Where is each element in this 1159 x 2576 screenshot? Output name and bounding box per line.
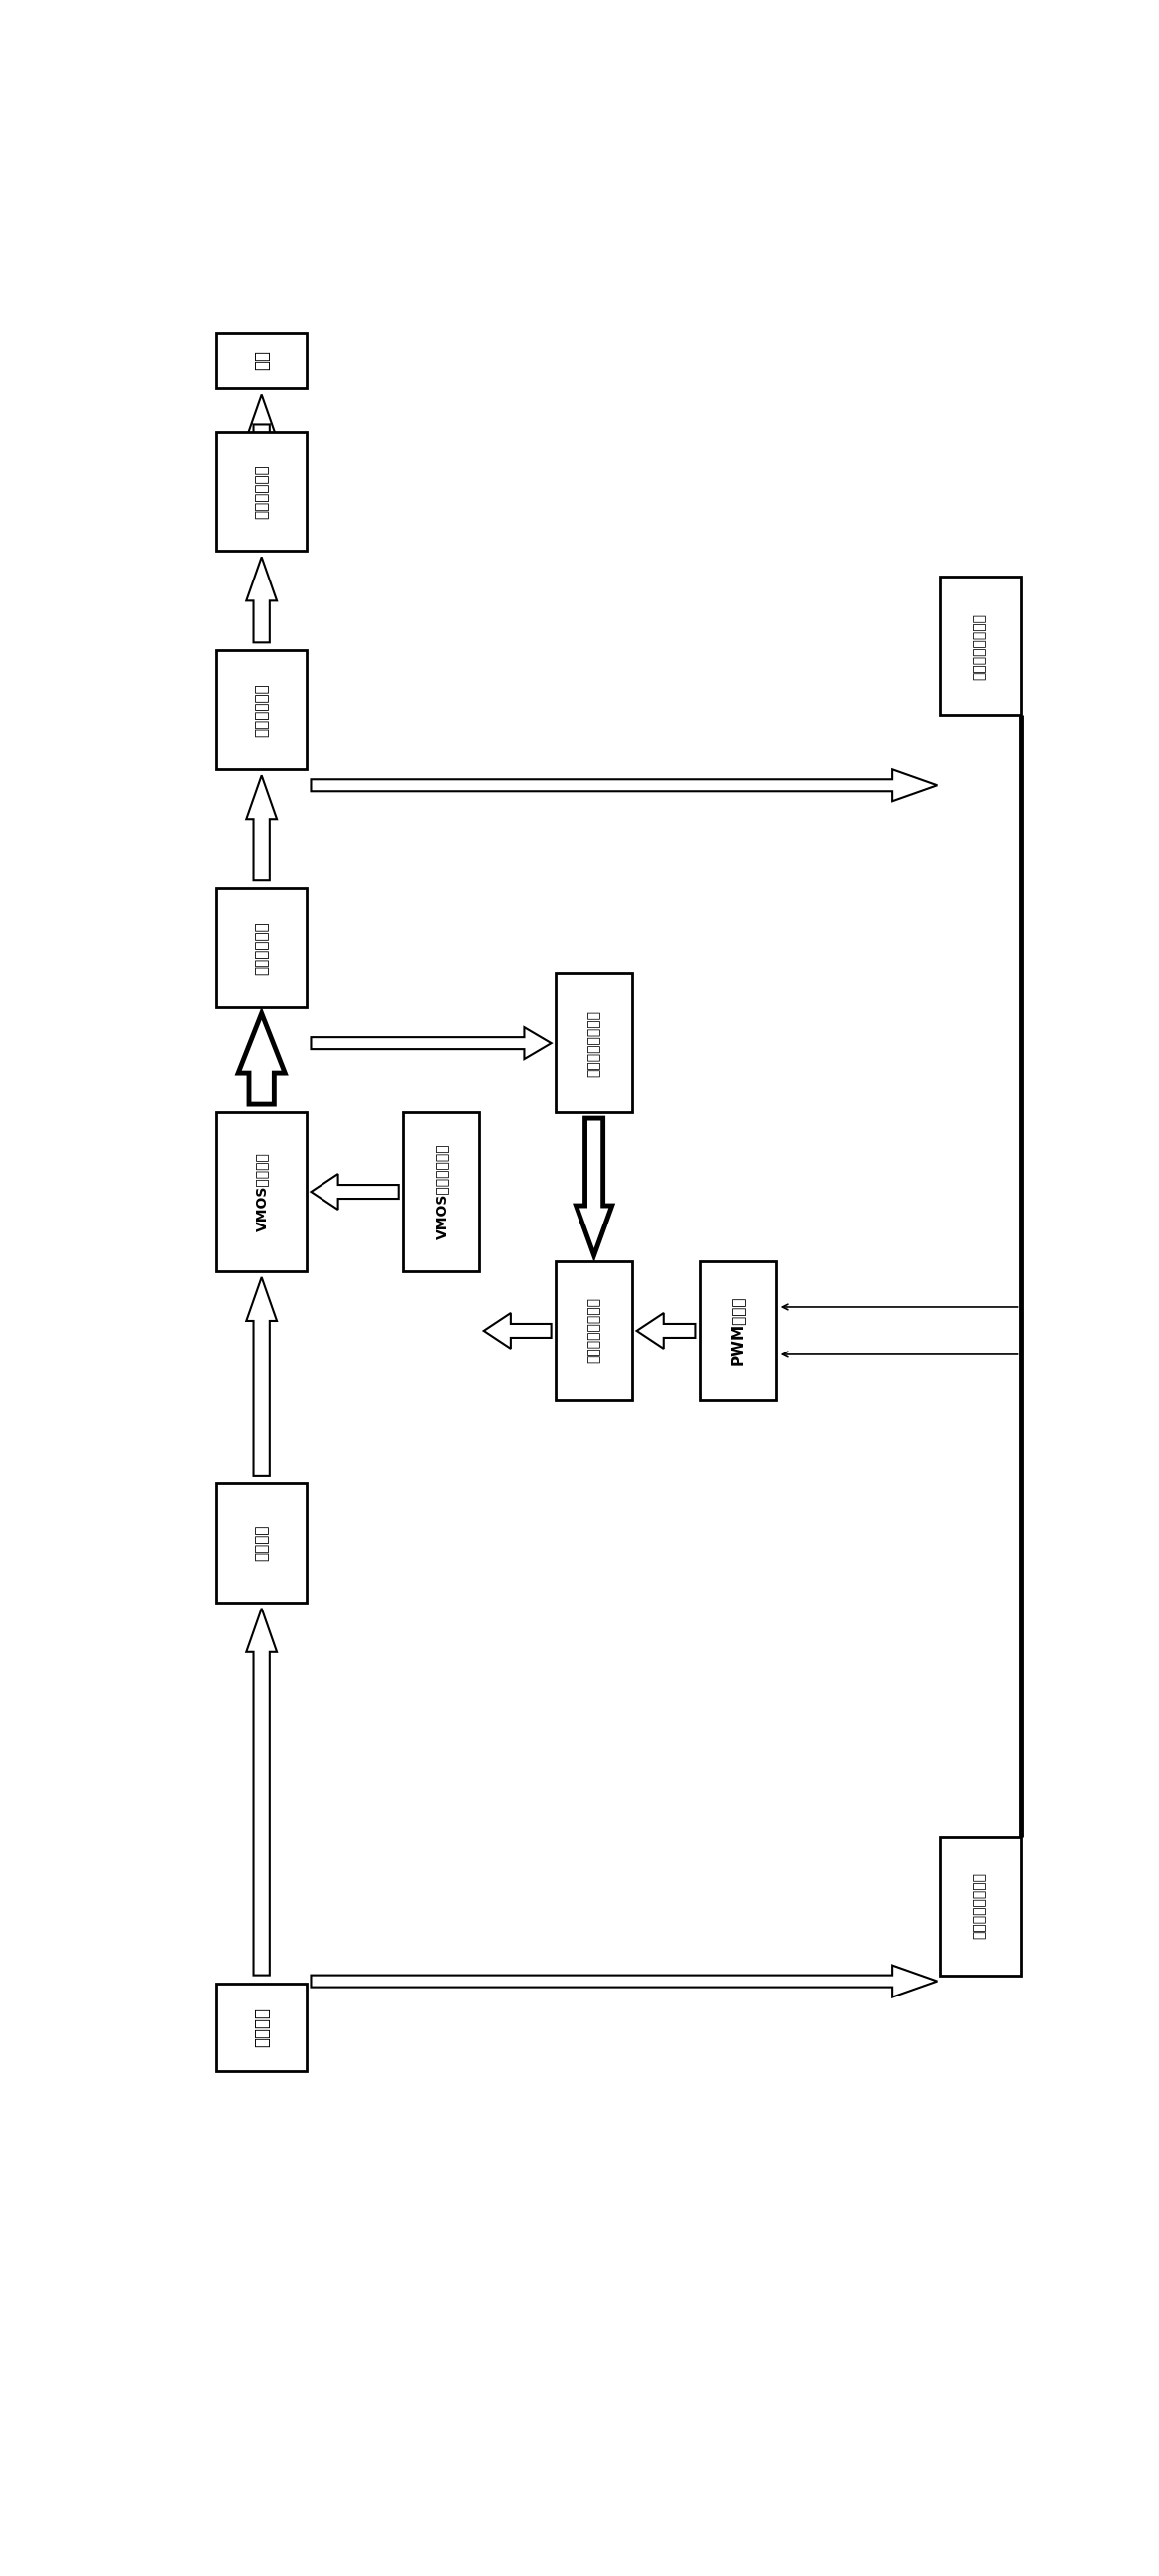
Bar [940, 1837, 1021, 1976]
Text: 反向保护电路: 反向保护电路 [254, 920, 269, 974]
Polygon shape [311, 1028, 552, 1059]
Bar [217, 1113, 306, 1270]
Bar [217, 1984, 306, 2071]
Text: 续流电路: 续流电路 [254, 1525, 269, 1561]
Polygon shape [247, 1278, 277, 1476]
Polygon shape [239, 1012, 285, 1105]
Bar [700, 1262, 775, 1401]
Text: VMOS开关驱动电路: VMOS开关驱动电路 [435, 1144, 449, 1239]
Polygon shape [311, 1175, 399, 1211]
Bar [217, 889, 306, 1007]
Text: 输出保护电路: 输出保护电路 [254, 464, 269, 518]
Polygon shape [311, 770, 938, 801]
Polygon shape [636, 1314, 695, 1347]
Bar [217, 1484, 306, 1602]
Bar [556, 974, 632, 1113]
Bar [217, 649, 306, 770]
Text: 续流电流采样电路: 续流电流采样电路 [974, 613, 987, 680]
Text: PWM控制器: PWM控制器 [730, 1296, 745, 1365]
Text: 储能滤波电路: 储能滤波电路 [254, 683, 269, 737]
Bar [940, 577, 1021, 716]
Text: 输入电源: 输入电源 [253, 2007, 270, 2048]
Text: VMOS开关电路: VMOS开关电路 [255, 1151, 269, 1231]
Polygon shape [247, 394, 277, 438]
Bar [217, 332, 306, 389]
Text: 输入电流采样电路: 输入电流采样电路 [974, 1873, 987, 1940]
Bar [217, 433, 306, 551]
Polygon shape [247, 556, 277, 641]
Bar [556, 1262, 632, 1401]
Polygon shape [247, 1607, 277, 1976]
Polygon shape [247, 775, 277, 881]
Polygon shape [576, 1118, 612, 1255]
Text: 负载: 负载 [253, 350, 270, 371]
Polygon shape [484, 1314, 552, 1347]
Text: 驱动信号合成电路: 驱动信号合成电路 [588, 1298, 600, 1363]
Bar [403, 1113, 480, 1270]
Text: 续流电压采样电路: 续流电压采样电路 [588, 1010, 600, 1077]
Polygon shape [311, 1965, 938, 1996]
